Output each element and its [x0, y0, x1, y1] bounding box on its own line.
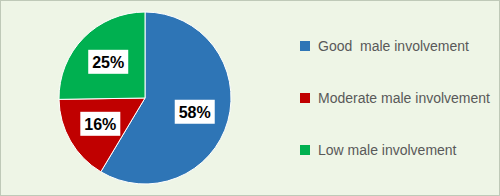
background: [1, 1, 500, 196]
legend-swatch: [300, 93, 310, 103]
legend: Good male involvement Moderate male invol…: [300, 38, 490, 158]
pie-slice: [59, 98, 145, 172]
pie-slice: [59, 12, 145, 99]
legend-label: Low male involvement: [318, 142, 457, 158]
legend-label: Good male involvement: [318, 38, 469, 54]
data-label: 25%: [92, 54, 124, 71]
label-box: [175, 100, 215, 124]
label-box: [88, 50, 128, 74]
label-box: [80, 112, 120, 136]
slices: [59, 12, 231, 184]
chart: 58% 16% 25% Good male involvement Moderate m…: [0, 0, 500, 196]
legend-swatch: [300, 145, 310, 155]
data-label: 16%: [84, 116, 116, 133]
legend-label: Moderate male involvement: [318, 90, 490, 106]
data-label: 58%: [179, 104, 211, 121]
legend-swatch: [300, 41, 310, 51]
